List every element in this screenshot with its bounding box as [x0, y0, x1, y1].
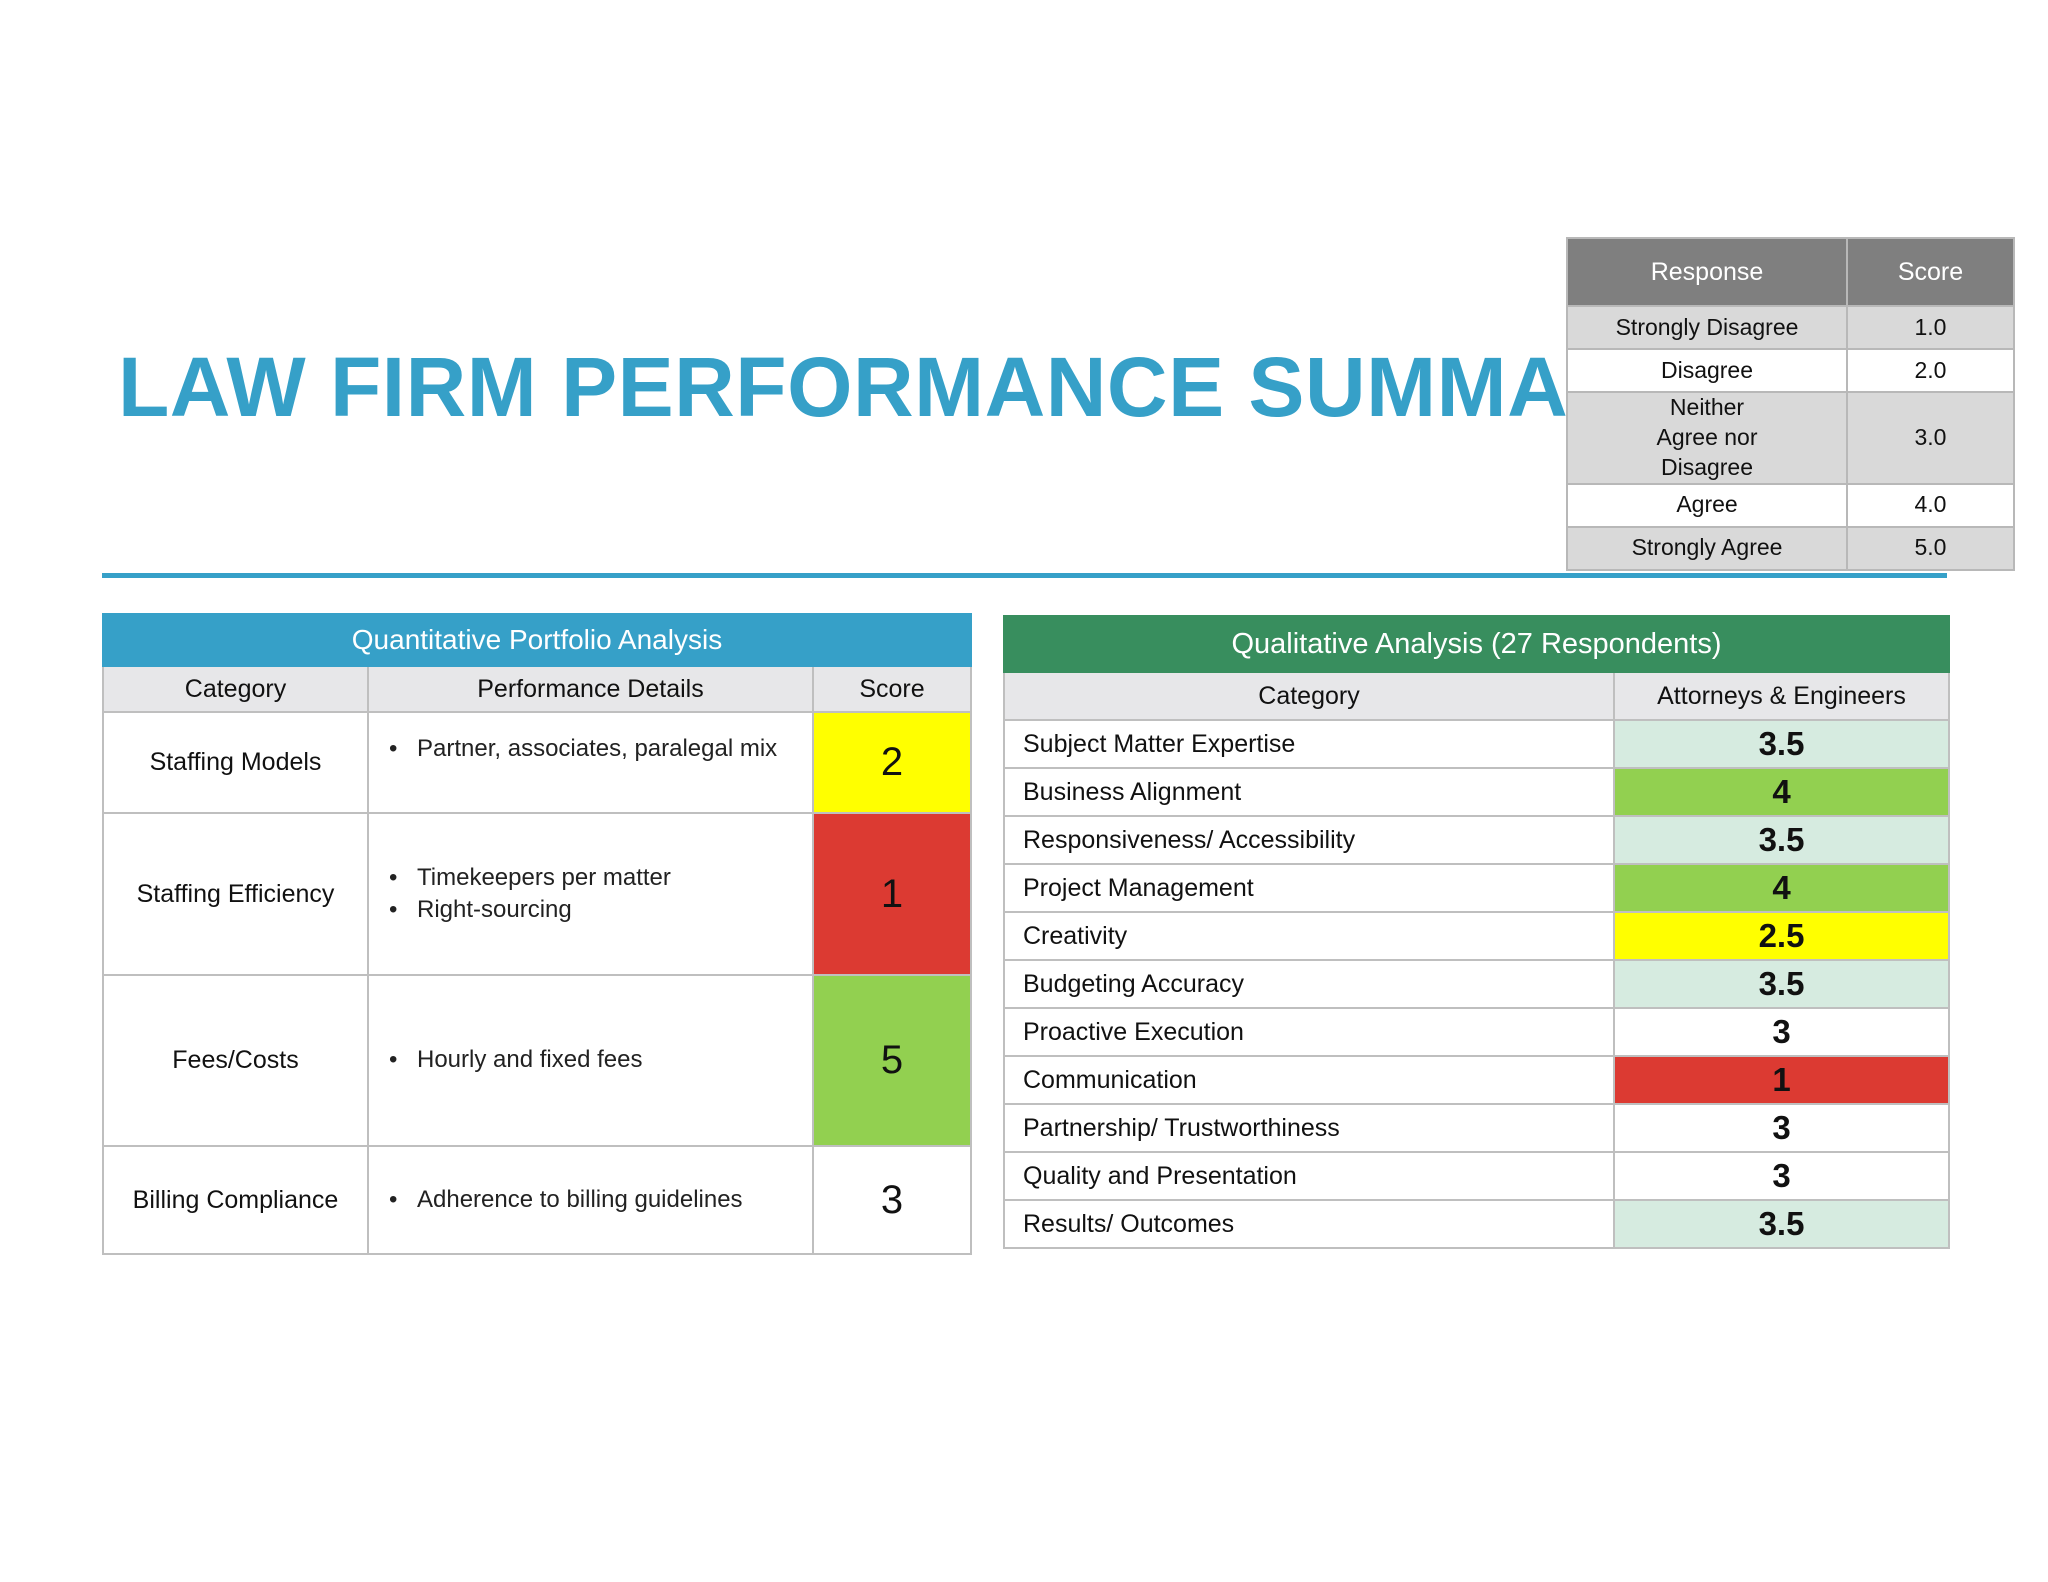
- legend-row: Disagree 2.0: [1566, 348, 2015, 393]
- legend-score: 4.0: [1846, 482, 2015, 528]
- quant-category: Staffing Models: [102, 711, 369, 814]
- table-row: Partnership/ Trustworthiness 3: [1003, 1103, 1951, 1153]
- legend-response: Strongly Disagree: [1566, 305, 1848, 350]
- qual-category: Quality and Presentation: [1003, 1151, 1615, 1201]
- table-row: Staffing Efficiency Timekeepers per matt…: [102, 812, 972, 976]
- table-row: Communication 1: [1003, 1055, 1951, 1105]
- qual-score: 3.5: [1612, 959, 1951, 1009]
- quant-score: 1: [812, 812, 972, 976]
- qual-category: Communication: [1003, 1055, 1615, 1105]
- table-row: Creativity 2.5: [1003, 911, 1951, 961]
- quantitative-analysis-table: Quantitative Portfolio Analysis Category…: [102, 613, 972, 1255]
- qual-header-score: Attorneys & Engineers: [1612, 671, 1951, 721]
- table-row: Results/ Outcomes 3.5: [1003, 1199, 1951, 1249]
- table-row: Fees/Costs Hourly and fixed fees 5: [102, 974, 972, 1147]
- response-score-legend: Response Score Strongly Disagree 1.0 Dis…: [1566, 237, 2015, 571]
- quant-score: 3: [812, 1145, 972, 1255]
- quant-category: Billing Compliance: [102, 1145, 369, 1255]
- legend-response: Neither Agree nor Disagree: [1566, 391, 1848, 485]
- qual-score: 3: [1612, 1007, 1951, 1057]
- quant-header-category: Category: [102, 665, 369, 713]
- qual-score: 3.5: [1612, 719, 1951, 769]
- qual-category: Subject Matter Expertise: [1003, 719, 1615, 769]
- legend-response: Disagree: [1566, 348, 1848, 393]
- table-row: Project Management 4: [1003, 863, 1951, 913]
- legend-score: 5.0: [1846, 525, 2015, 571]
- quant-header-details: Performance Details: [367, 665, 814, 713]
- quant-details: Hourly and fixed fees: [367, 974, 814, 1147]
- legend-score: 2.0: [1846, 348, 2015, 393]
- quant-header-score: Score: [812, 665, 972, 713]
- detail-bullet: Right-sourcing: [389, 894, 812, 927]
- legend-header-response: Response: [1566, 237, 1848, 307]
- quant-score: 5: [812, 974, 972, 1147]
- qual-score: 3: [1612, 1103, 1951, 1153]
- table-row: Billing Compliance Adherence to billing …: [102, 1145, 972, 1255]
- qual-category: Business Alignment: [1003, 767, 1615, 817]
- legend-score: 1.0: [1846, 305, 2015, 350]
- qual-score: 4: [1612, 767, 1951, 817]
- qual-category: Results/ Outcomes: [1003, 1199, 1615, 1249]
- table-row: Subject Matter Expertise 3.5: [1003, 719, 1951, 769]
- quant-details: Adherence to billing guidelines: [367, 1145, 814, 1255]
- table-row: Proactive Execution 3: [1003, 1007, 1951, 1057]
- quantitative-table-title: Quantitative Portfolio Analysis: [102, 613, 972, 667]
- qual-category: Budgeting Accuracy: [1003, 959, 1615, 1009]
- qual-header-category: Category: [1003, 671, 1615, 721]
- table-row: Business Alignment 4: [1003, 767, 1951, 817]
- table-row: Budgeting Accuracy 3.5: [1003, 959, 1951, 1009]
- quant-category: Staffing Efficiency: [102, 812, 369, 976]
- legend-row: Strongly Agree 5.0: [1566, 525, 2015, 571]
- table-row: Responsiveness/ Accessibility 3.5: [1003, 815, 1951, 865]
- detail-bullet: Partner, associates, paralegal mix: [389, 733, 812, 766]
- qual-score: 3.5: [1612, 815, 1951, 865]
- qualitative-analysis-table: Qualitative Analysis (27 Respondents) Ca…: [1002, 615, 1951, 1249]
- qual-category: Partnership/ Trustworthiness: [1003, 1103, 1615, 1153]
- legend-header-score: Score: [1846, 237, 2015, 307]
- detail-bullet: Adherence to billing guidelines: [389, 1184, 812, 1217]
- quant-category: Fees/Costs: [102, 974, 369, 1147]
- qual-category: Creativity: [1003, 911, 1615, 961]
- qual-category: Responsiveness/ Accessibility: [1003, 815, 1615, 865]
- legend-score: 3.0: [1846, 391, 2015, 485]
- table-row: Quality and Presentation 3: [1003, 1151, 1951, 1201]
- page-title: LAW FIRM PERFORMANCE SUMMARY: [118, 340, 1683, 434]
- detail-bullet: Hourly and fixed fees: [389, 1044, 812, 1077]
- detail-bullet: Timekeepers per matter: [389, 862, 812, 895]
- qualitative-table-title: Qualitative Analysis (27 Respondents): [1002, 615, 1951, 673]
- legend-response: Strongly Agree: [1566, 525, 1848, 571]
- qual-score: 1: [1612, 1055, 1951, 1105]
- qual-score: 4: [1612, 863, 1951, 913]
- legend-row: Neither Agree nor Disagree 3.0: [1566, 391, 2015, 485]
- table-row: Staffing Models Partner, associates, par…: [102, 711, 972, 814]
- legend-row: Agree 4.0: [1566, 482, 2015, 528]
- qual-score: 3.5: [1612, 1199, 1951, 1249]
- qual-category: Proactive Execution: [1003, 1007, 1615, 1057]
- legend-response: Agree: [1566, 482, 1848, 528]
- qual-score: 2.5: [1612, 911, 1951, 961]
- title-divider: [102, 573, 1947, 578]
- qual-category: Project Management: [1003, 863, 1615, 913]
- quant-details: Timekeepers per matter Right-sourcing: [367, 812, 814, 976]
- legend-row: Strongly Disagree 1.0: [1566, 305, 2015, 350]
- qual-score: 3: [1612, 1151, 1951, 1201]
- quant-score: 2: [812, 711, 972, 814]
- quant-details: Partner, associates, paralegal mix: [367, 711, 814, 814]
